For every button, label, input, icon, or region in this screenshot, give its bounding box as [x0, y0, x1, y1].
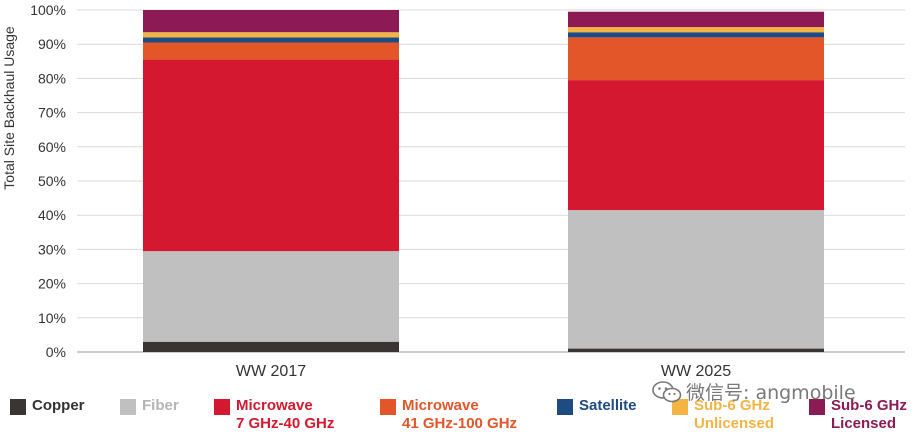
y-tick-label: 20% [38, 276, 66, 292]
legend-label: Microwave 7 GHz-40 GHz [236, 392, 334, 433]
legend-label: Sub-6 GHz Unlicensed [694, 392, 774, 433]
legend-label-line: Sub-6 GHz [694, 397, 770, 414]
bar-segment [143, 37, 399, 43]
legend-item: Microwave 7 GHz-40 GHz [214, 392, 334, 433]
y-tick-label: 80% [38, 70, 66, 86]
legend-label-line: Satellite [579, 397, 637, 414]
legend-swatch [214, 399, 230, 415]
y-tick-label: 90% [38, 36, 66, 52]
legend-item: Satellite [557, 392, 637, 415]
legend-swatch [672, 399, 688, 415]
y-tick-label: 60% [38, 139, 66, 155]
x-category-label: WW 2025 [661, 363, 731, 380]
bar-segment [568, 32, 824, 38]
legend-item: Copper [10, 392, 85, 415]
bar-segment [143, 10, 399, 33]
legend-item: Sub-6 GHz Unlicensed [672, 392, 774, 433]
bar-segment [143, 59, 399, 252]
legend-label-line: Unlicensed [694, 415, 775, 432]
watermark-text: 微信号: angmobile [686, 382, 856, 404]
x-category-label: WW 2017 [236, 363, 306, 380]
bar-segment [568, 37, 824, 81]
bar-segment [143, 42, 399, 60]
legend-swatch [380, 399, 396, 415]
legend-label-line: Licensed [831, 415, 897, 432]
x-category-labels: WW 2017 WW 2025 [236, 363, 731, 380]
legend-label-line: Microwave [402, 397, 479, 414]
legend-swatch [809, 399, 825, 415]
legend-item: Fiber [120, 392, 179, 415]
legend-label: Sub-6 GHz Licensed [831, 392, 907, 433]
bar-segment [143, 251, 399, 342]
y-tick-label: 70% [38, 105, 66, 121]
y-tick-labels: 0% 10% 20% 30% 40% 50% 60% 70% 80% 90% 100% [30, 2, 66, 360]
legend: Copper Fiber Microwave 7 GHz-40 GHz Microwav… [0, 392, 916, 433]
bar-segment [143, 341, 399, 352]
y-tick-label: 100% [30, 2, 66, 18]
bar-segment [568, 27, 824, 33]
watermark: 微信号: angmobile [652, 378, 856, 405]
bar-segment [568, 348, 824, 352]
y-tick-label: 40% [38, 207, 66, 223]
y-tick-label: 0% [46, 344, 66, 360]
y-tick-label: 30% [38, 241, 66, 257]
legend-label: Satellite [579, 392, 637, 415]
legend-item: Sub-6 GHz Licensed [809, 392, 907, 433]
legend-label: Copper [32, 392, 85, 415]
y-tick-label: 50% [38, 173, 66, 189]
y-tick-label: 10% [38, 310, 66, 326]
bar-segment [143, 32, 399, 38]
legend-label-line: 7 GHz-40 GHz [236, 415, 335, 432]
legend-swatch [557, 399, 573, 415]
legend-item: Microwave 41 GHz-100 GHz [380, 392, 517, 433]
bar-segment [568, 80, 824, 211]
legend-swatch [10, 399, 26, 415]
legend-label: Microwave 41 GHz-100 GHz [402, 392, 517, 433]
y-axis-label: Total Site Backhaul Usage [1, 26, 17, 190]
bar-segment [568, 11, 824, 28]
bar-segment [568, 210, 824, 349]
legend-label-line: Sub-6 GHz [831, 397, 907, 414]
stacked-bar-chart: 0% 10% 20% 30% 40% 50% 60% 70% 80% 90% 100% WW 201… [1, 2, 905, 380]
legend-label-line: 41 GHz-100 GHz [402, 415, 518, 432]
legend-label-line: Copper [32, 397, 85, 414]
legend-label-line: Fiber [142, 397, 179, 414]
bars [143, 10, 824, 352]
legend-swatch [120, 399, 136, 415]
legend-label: Fiber [142, 392, 179, 415]
legend-label-line: Microwave [236, 397, 313, 414]
wechat-icon [652, 381, 682, 403]
